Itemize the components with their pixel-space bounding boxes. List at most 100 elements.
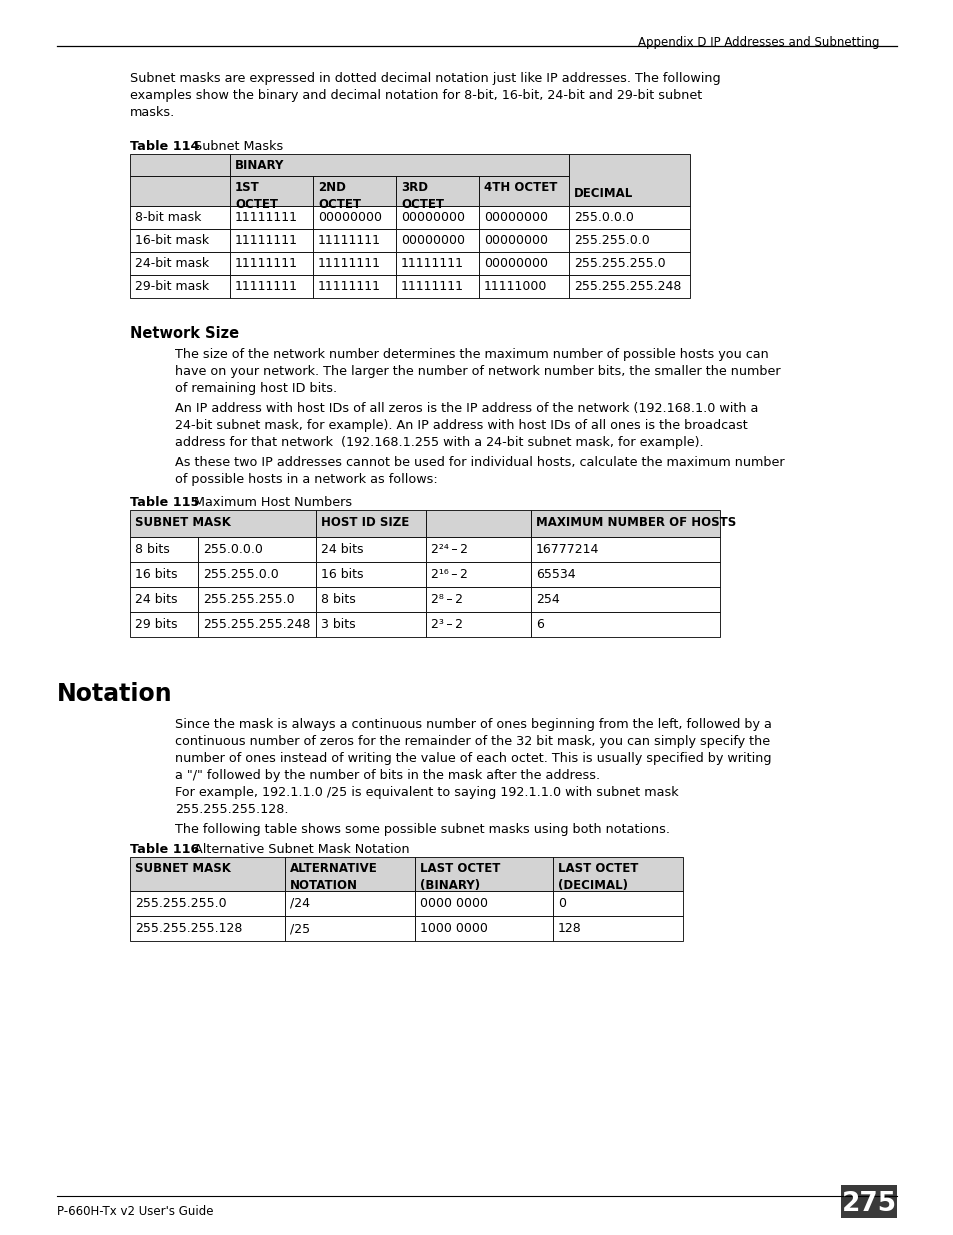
Bar — [130, 206, 230, 228]
Bar — [531, 613, 720, 637]
Bar — [285, 916, 415, 941]
Bar — [415, 857, 553, 890]
Bar — [230, 177, 313, 206]
Text: 255.255.255.128: 255.255.255.128 — [135, 923, 242, 935]
Bar — [415, 890, 553, 916]
Text: 00000000: 00000000 — [317, 211, 381, 224]
Bar — [130, 154, 230, 177]
Bar — [230, 228, 313, 252]
Bar — [478, 275, 568, 298]
Bar — [230, 252, 313, 275]
Text: Table 116: Table 116 — [130, 844, 199, 856]
Bar — [198, 587, 315, 613]
Text: The following table shows some possible subnet masks using both notations.: The following table shows some possible … — [174, 823, 669, 836]
Bar — [130, 252, 230, 275]
Text: 24 bits: 24 bits — [135, 593, 177, 606]
Bar — [230, 275, 313, 298]
Text: As these two IP addresses cannot be used for individual hosts, calculate the max: As these two IP addresses cannot be used… — [174, 456, 783, 487]
Bar — [198, 613, 315, 637]
Text: For example, 192.1.1.0 /25 is equivalent to saying 192.1.1.0 with subnet mask
25: For example, 192.1.1.0 /25 is equivalent… — [174, 785, 678, 816]
Text: 11111111: 11111111 — [234, 280, 297, 293]
Bar — [553, 857, 682, 890]
Bar — [426, 587, 531, 613]
Bar — [130, 228, 230, 252]
Text: 3RD
OCTET: 3RD OCTET — [400, 182, 443, 211]
Text: 255.255.0.0: 255.255.0.0 — [203, 568, 278, 580]
Bar — [568, 154, 689, 206]
Bar — [130, 275, 230, 298]
Bar — [553, 916, 682, 941]
Bar — [395, 177, 478, 206]
Text: 16777214: 16777214 — [536, 543, 598, 556]
Bar — [478, 206, 568, 228]
Text: 4TH OCTET: 4TH OCTET — [483, 182, 557, 194]
Bar — [315, 613, 426, 637]
Bar — [315, 562, 426, 587]
Text: Maximum Host Numbers: Maximum Host Numbers — [182, 496, 352, 509]
Text: LAST OCTET
(DECIMAL): LAST OCTET (DECIMAL) — [558, 862, 638, 892]
Bar — [313, 177, 395, 206]
Text: 1ST
OCTET: 1ST OCTET — [234, 182, 277, 211]
Text: 255.255.0.0: 255.255.0.0 — [574, 233, 649, 247]
Bar — [130, 890, 285, 916]
Text: 255.0.0.0: 255.0.0.0 — [203, 543, 263, 556]
Text: 128: 128 — [558, 923, 581, 935]
Text: Table 114: Table 114 — [130, 140, 199, 153]
Text: 2²⁴ – 2: 2²⁴ – 2 — [431, 543, 468, 556]
Text: 255.255.255.248: 255.255.255.248 — [574, 280, 680, 293]
Bar — [285, 890, 415, 916]
Text: Appendix D IP Addresses and Subnetting: Appendix D IP Addresses and Subnetting — [638, 36, 879, 49]
Text: MAXIMUM NUMBER OF HOSTS: MAXIMUM NUMBER OF HOSTS — [536, 516, 736, 529]
Bar — [313, 252, 395, 275]
Bar — [478, 252, 568, 275]
Bar — [130, 510, 315, 537]
Bar — [478, 228, 568, 252]
Text: 0000 0000: 0000 0000 — [419, 897, 488, 910]
Text: 65534: 65534 — [536, 568, 575, 580]
Text: Since the mask is always a continuous number of ones beginning from the left, fo: Since the mask is always a continuous nu… — [174, 718, 771, 782]
Text: /24: /24 — [290, 897, 310, 910]
Bar — [313, 275, 395, 298]
Text: 2ND
OCTET: 2ND OCTET — [317, 182, 360, 211]
Bar — [531, 562, 720, 587]
Text: 11111111: 11111111 — [317, 233, 380, 247]
Bar — [230, 154, 568, 177]
Bar — [130, 857, 285, 890]
Text: 0: 0 — [558, 897, 565, 910]
Text: 255.255.255.0: 255.255.255.0 — [203, 593, 294, 606]
Bar — [426, 613, 531, 637]
Text: ALTERNATIVE
NOTATION: ALTERNATIVE NOTATION — [290, 862, 377, 892]
Bar — [426, 510, 531, 537]
Text: 00000000: 00000000 — [400, 211, 464, 224]
Bar — [841, 1186, 896, 1218]
Text: SUBNET MASK: SUBNET MASK — [135, 516, 231, 529]
Bar — [426, 562, 531, 587]
Text: 254: 254 — [536, 593, 559, 606]
Text: Subnet Masks: Subnet Masks — [182, 140, 283, 153]
Text: SUBNET MASK: SUBNET MASK — [135, 862, 231, 876]
Text: LAST OCTET
(BINARY): LAST OCTET (BINARY) — [419, 862, 500, 892]
Bar — [130, 916, 285, 941]
Bar — [415, 916, 553, 941]
Text: 8 bits: 8 bits — [320, 593, 355, 606]
Bar — [395, 206, 478, 228]
Bar — [478, 177, 568, 206]
Text: 11111111: 11111111 — [317, 280, 380, 293]
Bar — [198, 562, 315, 587]
Text: P-660H-Tx v2 User's Guide: P-660H-Tx v2 User's Guide — [57, 1205, 213, 1218]
Text: HOST ID SIZE: HOST ID SIZE — [320, 516, 409, 529]
Text: 275: 275 — [841, 1191, 896, 1216]
Bar — [395, 275, 478, 298]
Text: 11111111: 11111111 — [317, 257, 380, 270]
Text: 8 bits: 8 bits — [135, 543, 170, 556]
Bar — [198, 537, 315, 562]
Text: Subnet masks are expressed in dotted decimal notation just like IP addresses. Th: Subnet masks are expressed in dotted dec… — [130, 72, 720, 119]
Text: 29-bit mask: 29-bit mask — [135, 280, 209, 293]
Bar — [531, 537, 720, 562]
Bar — [531, 510, 720, 537]
Text: 2¹⁶ – 2: 2¹⁶ – 2 — [431, 568, 467, 580]
Text: 16 bits: 16 bits — [135, 568, 177, 580]
Bar — [130, 177, 230, 206]
Text: 2⁸ – 2: 2⁸ – 2 — [431, 593, 462, 606]
Bar — [315, 587, 426, 613]
